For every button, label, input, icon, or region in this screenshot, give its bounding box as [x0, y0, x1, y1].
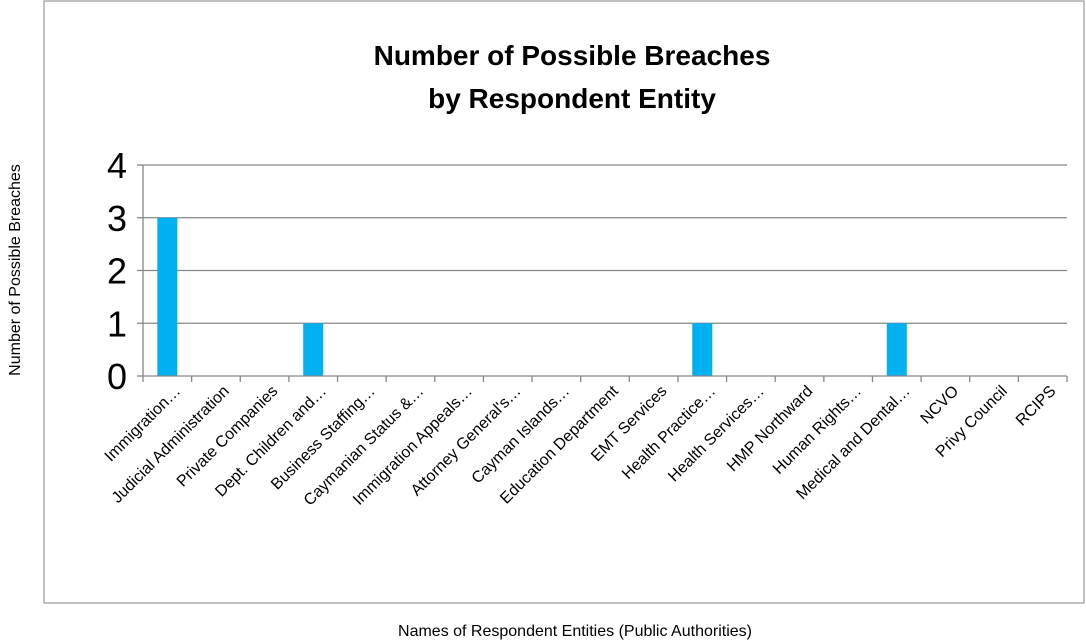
bar — [692, 323, 713, 376]
y-tick-labels: 0 1 2 3 4 — [107, 145, 127, 397]
gridlines — [143, 164, 1067, 324]
y-tick-label: 2 — [107, 251, 127, 292]
y-tick-label: 3 — [107, 198, 127, 239]
chart-title-line-2: by Respondent Entity — [428, 83, 716, 114]
x-axis-title: Names of Respondent Entities (Public Aut… — [398, 623, 752, 640]
y-tick-label: 1 — [107, 303, 127, 344]
y-tick-label: 4 — [107, 145, 127, 186]
y-axis-title: Number of Possible Breaches — [7, 164, 24, 376]
bar — [886, 323, 907, 376]
chart-title-line-1: Number of Possible Breaches — [374, 40, 771, 71]
bars — [157, 217, 907, 376]
y-tick-label: 0 — [107, 356, 127, 397]
chart-border — [43, 0, 1085, 604]
bar — [303, 323, 324, 376]
axes — [137, 164, 1068, 382]
bar — [157, 217, 178, 376]
